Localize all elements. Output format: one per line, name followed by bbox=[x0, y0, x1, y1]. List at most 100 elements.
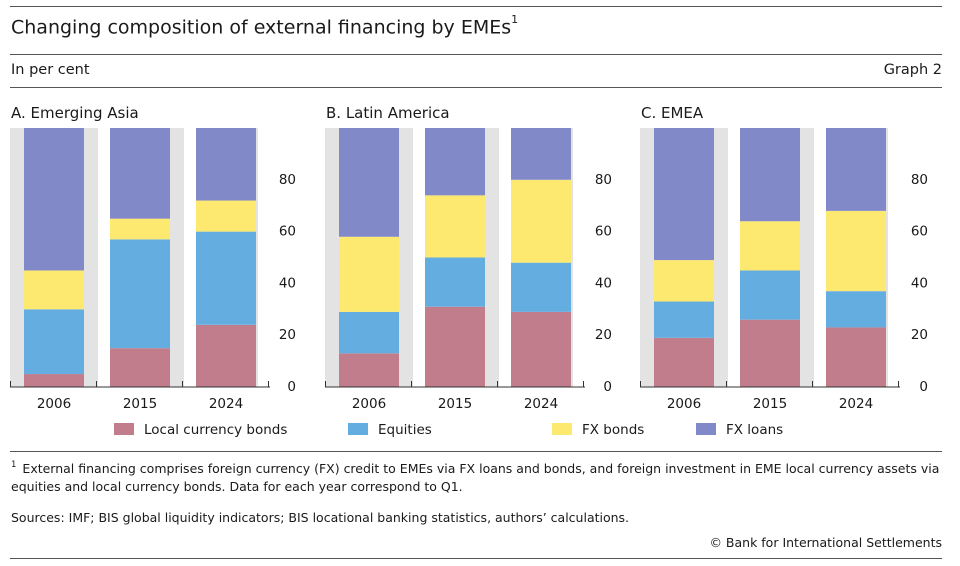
page-title: Changing composition of external financi… bbox=[11, 13, 519, 39]
panel-1-ytick-20: 20 bbox=[279, 327, 296, 343]
panel-3-ytick-0: 0 bbox=[919, 379, 928, 395]
panel-1-bar-2015-local-currency-bonds bbox=[110, 348, 170, 387]
panel-1-bar-2006-fx-bonds bbox=[24, 270, 84, 310]
panel-2-gutter bbox=[485, 128, 499, 387]
panel-2-bar-2024-fx-loans bbox=[511, 128, 571, 180]
panel-3-gutter bbox=[640, 128, 654, 387]
legend-swatch-fx-loans bbox=[696, 423, 716, 435]
panel-2-ytick-0: 0 bbox=[603, 379, 612, 395]
units-label: In per cent bbox=[11, 62, 90, 78]
panel-2-gutter bbox=[325, 128, 339, 387]
panel-3-gutter bbox=[886, 128, 888, 387]
footnote-text: External financing comprises foreign cur… bbox=[11, 461, 940, 495]
panel-2-bar-2024-fx-bonds bbox=[511, 179, 571, 263]
panel-2-ytick-60: 60 bbox=[595, 224, 612, 240]
panel-1-xtick-2015: 2015 bbox=[123, 396, 157, 412]
chart-area: A. Emerging Asia 2006 2015 2024 0 20 40 60 80 B. … bbox=[10, 104, 942, 438]
legend-label-equities: Equities bbox=[378, 422, 432, 438]
legend-swatch-local-currency-bonds bbox=[114, 423, 134, 435]
panel-3-bar-2006-fx-loans bbox=[654, 128, 714, 261]
panel-3-bar-2024-local-currency-bonds bbox=[826, 327, 886, 387]
panel-1-bar-2006-equities bbox=[24, 309, 84, 375]
panel-2-ytick-20: 20 bbox=[595, 327, 612, 343]
panel-1-ytick-0: 0 bbox=[287, 379, 296, 395]
bottom-rule bbox=[10, 558, 942, 559]
panel-2-gutter bbox=[399, 128, 413, 387]
panel-3-xtick-2006: 2006 bbox=[667, 396, 701, 412]
panel-3-gutter bbox=[800, 128, 814, 387]
panel-3-ytick-60: 60 bbox=[911, 224, 928, 240]
panel-1-axis-area bbox=[270, 128, 310, 387]
panel-1-gutter bbox=[84, 128, 98, 387]
legend-label-local-currency-bonds: Local currency bonds bbox=[144, 422, 287, 438]
panel-3-bar-2006-equities bbox=[654, 301, 714, 338]
legend-swatch-fx-bonds bbox=[552, 423, 572, 435]
panel-1-xtick-2024: 2024 bbox=[209, 396, 243, 412]
panel-2-bar-2015-local-currency-bonds bbox=[425, 306, 485, 387]
sources-note: Sources: IMF; BIS global liquidity indic… bbox=[11, 510, 630, 525]
panel-1-ytick-60: 60 bbox=[279, 224, 296, 240]
panel-2-bar-2015-equities bbox=[425, 257, 485, 307]
panel-1-bar-2015-fx-loans bbox=[110, 128, 170, 219]
panel-3-bar-2024-fx-loans bbox=[826, 128, 886, 211]
panel-2-xtick-2006: 2006 bbox=[352, 396, 386, 412]
panel-3-ytick-40: 40 bbox=[911, 275, 928, 291]
panel-2-gutter bbox=[571, 128, 573, 387]
panel-3-xtick-2015: 2015 bbox=[753, 396, 787, 412]
panel-3-bar-2015-local-currency-bonds bbox=[740, 319, 800, 387]
panel-3-title: C. EMEA bbox=[641, 104, 704, 122]
panel-2-ytick-80: 80 bbox=[595, 172, 612, 188]
copyright-note: © Bank for International Settlements bbox=[709, 535, 942, 550]
panel-3-bar-2006-fx-bonds bbox=[654, 260, 714, 302]
panel-2-title: B. Latin America bbox=[326, 104, 450, 122]
top-rule bbox=[10, 6, 942, 7]
panel-1-bar-2024-local-currency-bonds bbox=[196, 324, 256, 387]
panel-1-gutter bbox=[10, 128, 24, 387]
panel-2-bar-2015-fx-loans bbox=[425, 128, 485, 196]
panel-1-xtick-2006: 2006 bbox=[37, 396, 71, 412]
panel-2-xtick-2015: 2015 bbox=[438, 396, 472, 412]
panel-1-bar-2006-local-currency-bonds bbox=[24, 374, 84, 387]
legend-label-fx-bonds: FX bonds bbox=[582, 422, 644, 438]
panel-2-ytick-40: 40 bbox=[595, 275, 612, 291]
panel-1-bar-2015-fx-bonds bbox=[110, 218, 170, 240]
panel-2-xtick-2024: 2024 bbox=[524, 396, 558, 412]
panel-1-ytick-40: 40 bbox=[279, 275, 296, 291]
legend-swatch-equities bbox=[348, 423, 368, 435]
panel-3-bar-2024-equities bbox=[826, 291, 886, 328]
panel-2-bar-2024-local-currency-bonds bbox=[511, 311, 571, 387]
legend-label-fx-loans: FX loans bbox=[726, 422, 783, 438]
panel-3-gutter bbox=[714, 128, 728, 387]
panel-1-gutter bbox=[170, 128, 184, 387]
panel-3-xtick-2024: 2024 bbox=[839, 396, 873, 412]
panel-3-bar-2015-fx-loans bbox=[740, 128, 800, 222]
footnote-marker: 1 bbox=[11, 460, 17, 470]
subtitle-rule bbox=[10, 87, 942, 88]
footnote: 1 External financing comprises foreign cu… bbox=[11, 457, 943, 496]
panel-2-bar-2015-fx-bonds bbox=[425, 195, 485, 258]
panel-3-bar-2006-local-currency-bonds bbox=[654, 337, 714, 387]
panel-1-bar-2024-equities bbox=[196, 231, 256, 325]
panel-2-axis-area bbox=[585, 128, 626, 387]
panel-1-title: A. Emerging Asia bbox=[11, 104, 139, 122]
panel-1-bar-2024-fx-loans bbox=[196, 128, 256, 201]
panel-3-bar-2015-equities bbox=[740, 270, 800, 320]
title-rule bbox=[10, 54, 942, 55]
panel-3-axis-area bbox=[900, 128, 942, 387]
panel-1-bar-2015-equities bbox=[110, 239, 170, 349]
panel-3-bar-2015-fx-bonds bbox=[740, 221, 800, 271]
panel-2-bar-2006-equities bbox=[339, 311, 399, 354]
panel-3-bar-2024-fx-bonds bbox=[826, 210, 886, 292]
panel-3-ytick-80: 80 bbox=[911, 172, 928, 188]
panel-1-gutter bbox=[256, 128, 258, 387]
panel-2-bar-2024-equities bbox=[511, 262, 571, 312]
graph-number: Graph 2 bbox=[883, 62, 942, 78]
title-footnote-marker: 1 bbox=[511, 13, 519, 26]
panel-1-ytick-80: 80 bbox=[279, 172, 296, 188]
chart-bottom-rule bbox=[10, 451, 942, 452]
panel-1-bar-2024-fx-bonds bbox=[196, 200, 256, 232]
panel-1-bar-2006-fx-loans bbox=[24, 128, 84, 271]
panel-2-bar-2006-fx-loans bbox=[339, 128, 399, 237]
panel-2-bar-2006-fx-bonds bbox=[339, 236, 399, 312]
panel-3-ytick-20: 20 bbox=[911, 327, 928, 343]
